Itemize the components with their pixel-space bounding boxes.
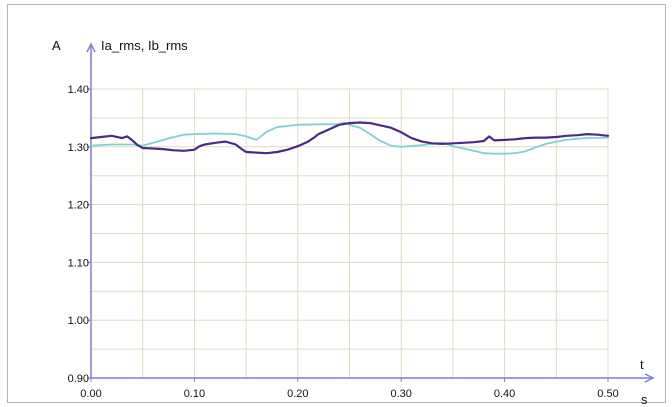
y-axis-title: Ia_rms, Ib_rms [101,38,188,53]
y-unit-label: A [52,38,61,53]
y-tick-label: 1.40 [68,84,89,96]
x-tick-label: 0.10 [184,388,205,400]
series-line-dark [89,121,610,155]
axes [86,42,655,383]
y-tick-label: 1.30 [68,142,89,154]
y-axis-arrow [86,42,96,53]
x-unit-label: s [641,392,648,407]
x-tick-label: 0.40 [494,388,515,400]
tick-labels: 0.00 0.10 0.20 0.30 0.40 0.50 0.90 1.00 1.10 1.20… [68,84,619,400]
y-tick-label: 1.20 [68,200,89,212]
y-tick-label: 1.00 [68,315,89,327]
y-tick-label: 1.10 [68,257,89,269]
series-line-light [90,121,609,155]
x-tick-label: 0.20 [287,388,308,400]
x-axis-letter: t [640,357,644,372]
x-tick-label: 0.00 [80,388,101,400]
series-layer [89,121,610,155]
x-tick-label: 0.50 [597,388,618,400]
y-tick-label: 0.90 [68,373,89,385]
x-axis-arrow [644,373,655,383]
x-tick-label: 0.30 [390,388,411,400]
chart-border [7,4,666,403]
grid [91,88,609,378]
